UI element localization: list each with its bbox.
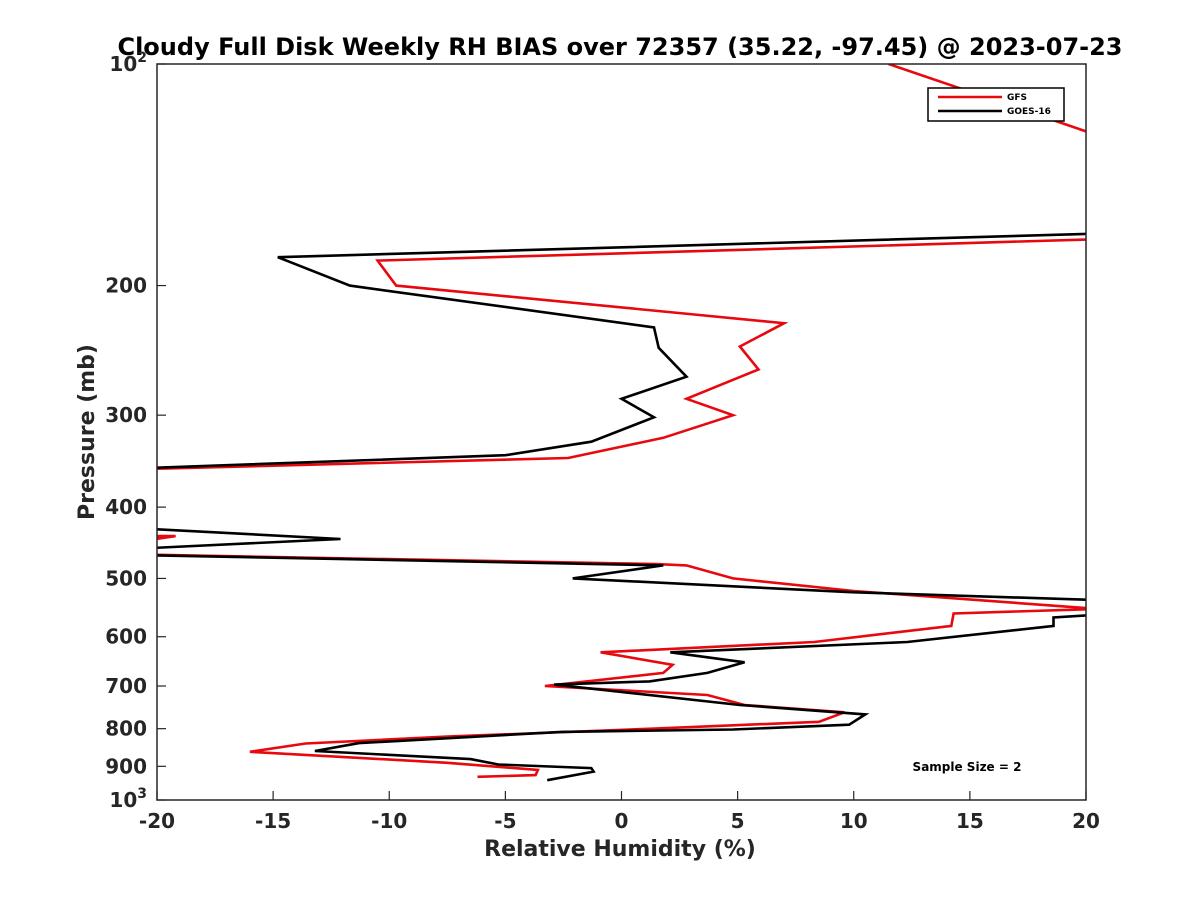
chart-title: Cloudy Full Disk Weekly RH BIAS over 723…	[117, 33, 1122, 61]
legend-box	[927, 87, 1065, 122]
legend-label-goes-16: GOES-16	[1007, 107, 1051, 117]
y-tick-label: 400	[105, 495, 147, 519]
x-tick-label: -10	[371, 809, 407, 833]
y-tick-label: 102	[109, 50, 147, 76]
x-axis-ticks: -20 -15 -10 -5 0 5 10 15 20	[139, 791, 1100, 833]
y-axis-label: Pressure (mb)	[75, 344, 100, 520]
x-tick-label: -5	[494, 809, 516, 833]
legend-label-gfs: GFS	[1007, 93, 1027, 103]
x-tick-label: 15	[956, 809, 984, 833]
y-axis-ticks: 102 200 300 400 500 600 700 800 900 103	[105, 50, 166, 812]
sample-size-annotation: Sample Size = 2	[913, 760, 1022, 774]
x-tick-label: 0	[615, 809, 629, 833]
legend: GFS GOES-16	[927, 87, 1065, 122]
y-tick-label: 200	[105, 274, 147, 298]
y-tick-label: 103	[109, 786, 147, 812]
y-tick-label: 500	[105, 566, 147, 590]
y-tick-label: 600	[105, 625, 147, 649]
y-tick-label: 700	[105, 674, 147, 698]
x-tick-label: 5	[731, 809, 745, 833]
x-tick-label: 10	[840, 809, 868, 833]
x-axis-label: Relative Humidity (%)	[484, 837, 756, 862]
x-tick-label: -15	[255, 809, 291, 833]
y-tick-label: 900	[105, 754, 147, 778]
x-tick-label: -20	[139, 809, 175, 833]
y-tick-label: 800	[105, 717, 147, 741]
y-tick-label: 300	[105, 403, 147, 427]
series-line-goes-16	[157, 232, 1086, 782]
x-tick-label: 20	[1072, 809, 1100, 833]
